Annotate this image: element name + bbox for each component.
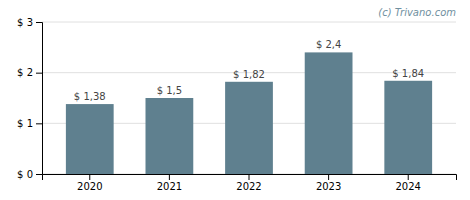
- data-label: $ 1,84: [392, 68, 424, 79]
- x-tick-label: 2021: [157, 181, 182, 192]
- bar: [146, 98, 194, 174]
- x-tick-mark: [89, 174, 90, 180]
- x-tick-label: 2024: [396, 181, 421, 192]
- data-label: $ 1,5: [157, 85, 182, 96]
- y-tick-label: $ 1: [17, 118, 33, 129]
- x-tick-mark: [408, 174, 409, 180]
- x-tick: 2022: [236, 174, 261, 192]
- bar: [384, 81, 432, 174]
- y-axis-line: [36, 23, 43, 175]
- data-label: $ 1,82: [233, 69, 265, 80]
- y-tick: $ 1: [17, 118, 42, 129]
- x-axis-line: [43, 175, 457, 181]
- data-label: $ 2,4: [316, 39, 341, 50]
- y-tick-label: $ 2: [17, 67, 33, 78]
- bars: [66, 52, 432, 174]
- x-tick-mark: [249, 174, 250, 180]
- y-tick-mark: [36, 174, 42, 175]
- x-tick: 2020: [77, 174, 102, 192]
- y-tick-mark: [36, 73, 42, 74]
- y-tick: $ 3: [17, 17, 42, 28]
- x-tick-mark: [169, 174, 170, 180]
- y-tick-label: $ 3: [17, 17, 33, 28]
- y-tick-mark: [36, 22, 42, 23]
- chart-svg: $ 0$ 1$ 2$ 320202021202220232024$ 1,38$ …: [0, 0, 470, 200]
- bar: [66, 104, 114, 174]
- data-labels: $ 1,38 $ 1,5 $ 1,82 $ 2,4 $ 1,84: [74, 39, 424, 102]
- x-tick: 2023: [316, 174, 341, 192]
- x-tick: 2021: [157, 174, 182, 192]
- x-tick-label: 2023: [316, 181, 341, 192]
- x-tick-label: 2022: [236, 181, 261, 192]
- x-tick: 2024: [396, 174, 421, 192]
- bar: [225, 82, 273, 174]
- chart-container: $ 0$ 1$ 2$ 320202021202220232024$ 1,38$ …: [0, 0, 470, 200]
- y-tick-label: $ 0: [17, 169, 33, 180]
- data-label: $ 1,38: [74, 91, 106, 102]
- grid: [42, 22, 456, 174]
- y-tick: $ 2: [17, 67, 42, 78]
- y-axis: $ 0 $ 1 $ 2 $ 3: [17, 17, 42, 180]
- bar: [305, 52, 353, 174]
- y-tick-mark: [36, 123, 42, 124]
- x-tick-label: 2020: [77, 181, 102, 192]
- plot-area: $ 0$ 1$ 2$ 320202021202220232024$ 1,38$ …: [17, 7, 456, 192]
- x-tick-mark: [328, 174, 329, 180]
- annotation: (c) Trivano.com: [378, 7, 456, 18]
- x-axis: 2020 2021 2022 2023 2024: [43, 174, 457, 192]
- grid-line: [42, 22, 456, 23]
- y-tick: $ 0: [17, 169, 42, 180]
